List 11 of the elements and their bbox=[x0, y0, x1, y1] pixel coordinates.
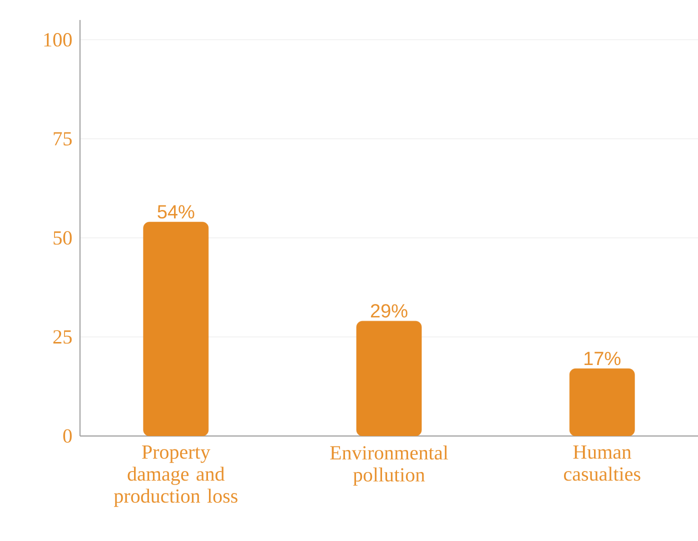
x-tick-label: Property damage and production loss bbox=[114, 446, 238, 507]
data-label: 17% bbox=[584, 352, 620, 366]
x-tick-label: Human casualties bbox=[564, 446, 640, 481]
data-label: 54% bbox=[158, 205, 194, 219]
y-tick-label: 75 bbox=[54, 132, 72, 146]
x-tick-label: Environmental pollution bbox=[330, 446, 448, 486]
y-tick-label: 25 bbox=[53, 330, 72, 344]
y-tick-label: 0 bbox=[63, 429, 72, 443]
y-tick-label: 100 bbox=[44, 33, 72, 47]
data-label: 29% bbox=[370, 304, 408, 318]
y-tick-label: 50 bbox=[54, 231, 72, 245]
